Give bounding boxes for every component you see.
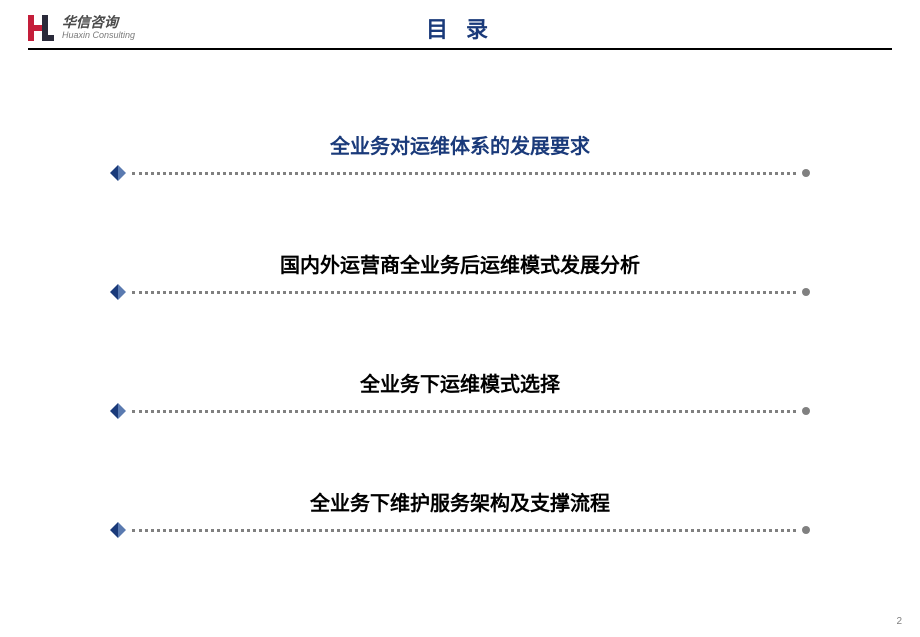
toc-item-2: 全业务下运维模式选择 <box>110 368 810 417</box>
brand-name-cn: 华信咨询 <box>62 15 135 30</box>
end-dot-icon <box>802 407 810 415</box>
diamond-icon <box>110 522 126 538</box>
logo-area: 华信咨询 Huaxin Consulting <box>28 15 135 41</box>
toc-item-line <box>110 405 810 417</box>
toc-list: 全业务对运维体系的发展要求国内外运营商全业务后运维模式发展分析全业务下运维模式选… <box>0 130 920 536</box>
toc-item-line <box>110 167 810 179</box>
header-divider <box>28 48 892 50</box>
end-dot-icon <box>802 169 810 177</box>
toc-item-label: 全业务下维护服务架构及支撑流程 <box>110 487 810 516</box>
logo-icon <box>28 15 56 41</box>
diamond-icon <box>110 284 126 300</box>
page-title: 目 录 <box>426 12 494 44</box>
toc-item-label: 全业务下运维模式选择 <box>110 368 810 397</box>
dotted-line <box>132 529 796 532</box>
brand-name-en: Huaxin Consulting <box>62 31 135 41</box>
toc-item-label: 国内外运营商全业务后运维模式发展分析 <box>110 249 810 278</box>
dotted-line <box>132 172 796 175</box>
diamond-icon <box>110 403 126 419</box>
dotted-line <box>132 291 796 294</box>
toc-item-1: 国内外运营商全业务后运维模式发展分析 <box>110 249 810 298</box>
brand-text: 华信咨询 Huaxin Consulting <box>62 15 135 40</box>
toc-item-label: 全业务对运维体系的发展要求 <box>110 130 810 159</box>
page-number: 2 <box>896 616 902 627</box>
toc-item-3: 全业务下维护服务架构及支撑流程 <box>110 487 810 536</box>
toc-item-0: 全业务对运维体系的发展要求 <box>110 130 810 179</box>
end-dot-icon <box>802 526 810 534</box>
diamond-icon <box>110 165 126 181</box>
end-dot-icon <box>802 288 810 296</box>
dotted-line <box>132 410 796 413</box>
toc-item-line <box>110 286 810 298</box>
toc-item-line <box>110 524 810 536</box>
slide-header: 华信咨询 Huaxin Consulting 目 录 <box>0 0 920 44</box>
